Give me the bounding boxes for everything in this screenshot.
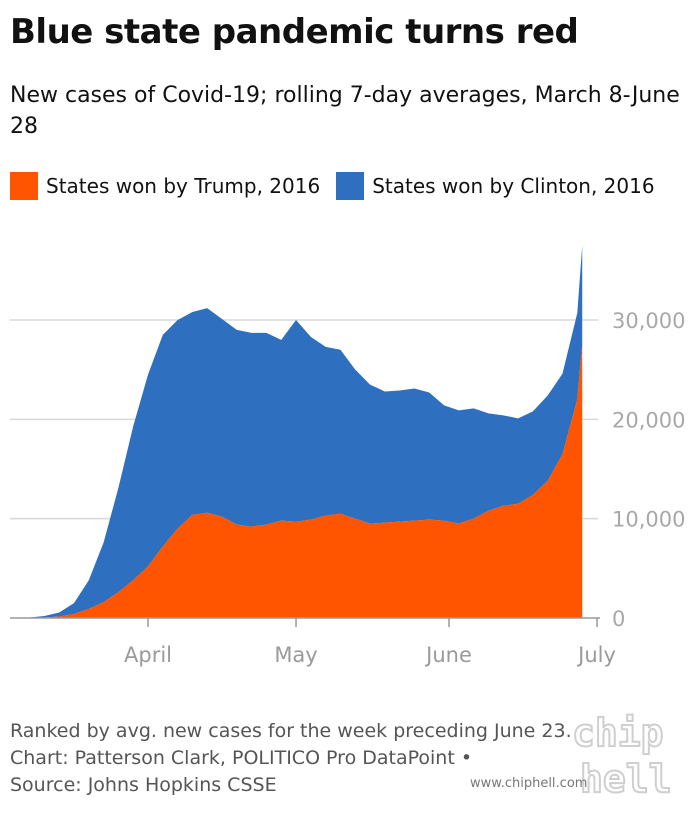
- x-tick-label-april: April: [124, 643, 172, 667]
- footer-note: Ranked by avg. new cases for the week pr…: [10, 720, 572, 742]
- chart-subtitle: New cases of Covid-19; rolling 7-day ave…: [10, 83, 680, 139]
- legend-swatch-trump: [10, 172, 38, 200]
- legend-label-trump: States won by Trump, 2016: [46, 174, 321, 198]
- y-tick-label-0: 0: [612, 607, 625, 631]
- x-tick-label-may: May: [274, 643, 317, 667]
- x-tick-label-june: June: [424, 643, 472, 667]
- watermark-logo-line2: hell: [580, 757, 672, 801]
- legend: States won by Trump, 2016 States won by …: [10, 171, 671, 201]
- footer-credit: Chart: Patterson Clark, POLITICO Pro Dat…: [10, 747, 473, 769]
- area-series-trump: [29, 344, 583, 618]
- footer-source: Source: Johns Hopkins CSSE: [10, 774, 277, 796]
- legend-item-clinton: States won by Clinton, 2016: [336, 172, 655, 200]
- stacked-area-chart: April May June July 0 10,000 20,000 30,000: [10, 245, 685, 667]
- area-series-clinton: [29, 245, 583, 618]
- x-tick-label-july: July: [576, 643, 616, 667]
- chart-title: Blue state pandemic turns red: [10, 12, 579, 52]
- y-tick-label-10000: 10,000: [612, 508, 685, 532]
- chiphell-watermark-logo: chip hell: [571, 710, 673, 802]
- watermark-logo-line1: chip: [572, 711, 664, 755]
- watermark-url: www.chiphell.com: [470, 776, 588, 791]
- legend-item-trump: States won by Trump, 2016: [10, 172, 320, 200]
- chart-footer: Ranked by avg. new cases for the week pr…: [10, 718, 650, 799]
- y-tick-label-30000: 30,000: [612, 309, 685, 333]
- legend-label-clinton: States won by Clinton, 2016: [372, 174, 655, 198]
- legend-swatch-clinton: [336, 172, 365, 200]
- y-tick-label-20000: 20,000: [612, 408, 685, 432]
